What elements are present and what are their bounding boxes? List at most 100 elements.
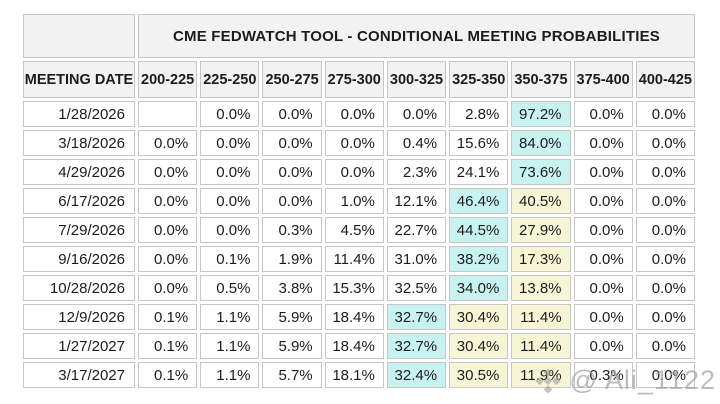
probability-cell: 4.5%: [324, 217, 384, 243]
table-row: 1/28/2026 0.0% 0.0% 0.0% 0.0% 2.8% 97.2% 0.0% 0.…: [23, 101, 695, 127]
probability-cell: 0.3%: [262, 217, 322, 243]
probability-cell: 97.2%: [511, 101, 571, 127]
rate-range-header: 325-350: [449, 61, 509, 98]
probability-cell: 38.2%: [449, 246, 509, 272]
probability-cell: 0.0%: [324, 159, 384, 185]
meeting-date-cell: 12/9/2026: [23, 304, 135, 330]
meeting-date-cell: 1/28/2026: [23, 101, 135, 127]
probability-cell: 0.0%: [573, 275, 633, 301]
table-row: 7/29/2026 0.0% 0.0% 0.3% 4.5% 22.7% 44.5% 27.9%…: [23, 217, 695, 243]
meeting-date-cell: 4/29/2026: [23, 159, 135, 185]
probability-cell: 0.0%: [138, 130, 198, 156]
probability-cell: 0.0%: [138, 188, 198, 214]
probability-cell: 0.1%: [138, 304, 198, 330]
probability-cell: 32.7%: [386, 333, 447, 359]
probability-cell: 73.6%: [511, 159, 571, 185]
probability-cell: 0.0%: [635, 362, 695, 388]
probability-cell: 0.0%: [138, 275, 198, 301]
probability-cell: 0.0%: [262, 159, 322, 185]
probability-cell: 5.9%: [262, 333, 322, 359]
probability-cell: 0.0%: [200, 101, 260, 127]
probability-cell: 0.0%: [573, 188, 633, 214]
probability-cell: 0.0%: [573, 217, 633, 243]
probability-cell: 0.0%: [635, 217, 695, 243]
probability-cell: 0.4%: [386, 130, 447, 156]
probability-cell: 22.7%: [386, 217, 447, 243]
table-title: CME FEDWATCH TOOL - CONDITIONAL MEETING …: [138, 14, 695, 58]
probability-cell: 11.4%: [511, 304, 571, 330]
probability-cell: 0.0%: [573, 246, 633, 272]
fedwatch-probabilities-table: CME FEDWATCH TOOL - CONDITIONAL MEETING …: [20, 11, 698, 391]
probability-cell: 0.1%: [138, 362, 198, 388]
probability-cell: 84.0%: [511, 130, 571, 156]
rate-range-header: 375-400: [573, 61, 633, 98]
probability-cell: 0.0%: [200, 130, 260, 156]
probability-cell: 0.0%: [635, 159, 695, 185]
table-row: 3/17/2027 0.1% 1.1% 5.7% 18.1% 32.4% 30.5% 11.9…: [23, 362, 695, 388]
meeting-date-cell: 3/18/2026: [23, 130, 135, 156]
probability-cell: 0.0%: [635, 188, 695, 214]
probability-cell: 0.0%: [200, 217, 260, 243]
probability-cell: 15.6%: [449, 130, 509, 156]
probability-cell: 5.7%: [262, 362, 322, 388]
table-row: 10/28/2026 0.0% 0.5% 3.8% 15.3% 32.5% 34.0% 13.…: [23, 275, 695, 301]
probability-cell: 0.0%: [262, 101, 322, 127]
meeting-date-cell: 1/27/2027: [23, 333, 135, 359]
probability-cell: 0.0%: [262, 188, 322, 214]
probability-cell: 0.0%: [324, 130, 384, 156]
probability-cell: 1.1%: [200, 304, 260, 330]
probability-cell: 0.0%: [138, 159, 198, 185]
meeting-date-cell: 7/29/2026: [23, 217, 135, 243]
probability-cell: 0.0%: [138, 217, 198, 243]
rate-range-header: 225-250: [200, 61, 260, 98]
probability-cell: 0.1%: [138, 333, 198, 359]
probability-cell: 32.4%: [386, 362, 447, 388]
probability-cell: 0.0%: [573, 304, 633, 330]
meeting-date-cell: 3/17/2027: [23, 362, 135, 388]
rate-range-header: 200-225: [138, 61, 198, 98]
table-row: 12/9/2026 0.1% 1.1% 5.9% 18.4% 32.7% 30.4% 11.4…: [23, 304, 695, 330]
probability-cell: 0.1%: [200, 246, 260, 272]
probability-cell: [138, 101, 198, 127]
probability-cell: 0.0%: [573, 130, 633, 156]
probability-cell: 11.9%: [511, 362, 571, 388]
probability-cell: 24.1%: [449, 159, 509, 185]
probability-cell: 0.0%: [635, 130, 695, 156]
probability-cell: 0.0%: [200, 159, 260, 185]
probability-cell: 0.0%: [324, 101, 384, 127]
meeting-date-cell: 6/17/2026: [23, 188, 135, 214]
probability-cell: 0.0%: [635, 304, 695, 330]
rate-range-header: 400-425: [635, 61, 695, 98]
rate-range-header: 250-275: [262, 61, 322, 98]
rate-range-header: 275-300: [324, 61, 384, 98]
probability-cell: 0.0%: [635, 101, 695, 127]
probability-cell: 0.0%: [573, 101, 633, 127]
probability-cell: 44.5%: [449, 217, 509, 243]
probability-cell: 0.0%: [635, 333, 695, 359]
table-row: 9/16/2026 0.0% 0.1% 1.9% 11.4% 31.0% 38.2% 17.3…: [23, 246, 695, 272]
probability-cell: 30.4%: [449, 304, 509, 330]
probability-cell: 31.0%: [386, 246, 447, 272]
meeting-date-cell: 9/16/2026: [23, 246, 135, 272]
column-header-row: MEETING DATE 200-225 225-250 250-275 275-30…: [23, 61, 695, 98]
probability-cell: 40.5%: [511, 188, 571, 214]
meeting-date-cell: 10/28/2026: [23, 275, 135, 301]
rate-range-header: 300-325: [386, 61, 447, 98]
probability-cell: 1.0%: [324, 188, 384, 214]
probability-cell: 46.4%: [449, 188, 509, 214]
corner-cell: [23, 14, 135, 58]
probability-cell: 18.4%: [324, 304, 384, 330]
probability-cell: 18.1%: [324, 362, 384, 388]
probability-cell: 32.7%: [386, 304, 447, 330]
probability-cell: 11.4%: [324, 246, 384, 272]
probability-cell: 0.0%: [138, 246, 198, 272]
probability-cell: 34.0%: [449, 275, 509, 301]
probability-cell: 1.1%: [200, 362, 260, 388]
title-row: CME FEDWATCH TOOL - CONDITIONAL MEETING …: [23, 14, 695, 58]
meeting-date-header: MEETING DATE: [23, 61, 135, 98]
probability-cell: 0.0%: [262, 130, 322, 156]
probability-cell: 0.0%: [386, 101, 447, 127]
probability-cell: 5.9%: [262, 304, 322, 330]
probability-cell: 0.5%: [200, 275, 260, 301]
